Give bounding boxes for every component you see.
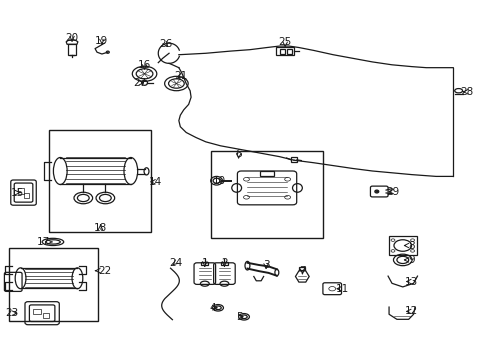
Text: 29: 29 [386, 186, 400, 197]
Text: 20: 20 [66, 33, 78, 43]
Bar [260, 171, 274, 176]
Bar [211, 151, 323, 238]
Text: 9: 9 [404, 255, 415, 265]
Bar [280, 49, 285, 54]
Text: 17: 17 [36, 237, 52, 247]
Text: 14: 14 [149, 177, 163, 187]
Text: 13: 13 [405, 276, 418, 287]
Text: 11: 11 [335, 284, 349, 294]
Text: 26: 26 [159, 39, 172, 49]
Bar [291, 157, 297, 162]
Text: 27: 27 [133, 78, 147, 88]
Text: 2: 2 [221, 258, 228, 268]
Text: 22: 22 [96, 266, 112, 276]
Bar [68, 44, 76, 55]
Text: 1: 1 [201, 258, 208, 268]
Bar [276, 47, 294, 55]
Bar [49, 130, 151, 232]
Bar [33, 309, 41, 314]
Bar [43, 313, 49, 318]
Text: 19: 19 [95, 36, 109, 46]
Bar [201, 262, 208, 265]
Bar [299, 267, 305, 270]
Bar [24, 193, 29, 198]
Text: 5: 5 [236, 312, 243, 322]
Bar [287, 49, 292, 54]
Text: 8: 8 [404, 240, 415, 251]
Text: 4: 4 [210, 303, 217, 313]
Bar [9, 248, 98, 321]
Text: 24: 24 [169, 258, 182, 268]
Text: 7: 7 [299, 266, 306, 276]
Text: 3: 3 [263, 260, 270, 270]
Text: 21: 21 [174, 71, 188, 81]
Text: 16: 16 [138, 60, 151, 70]
Text: 10: 10 [213, 176, 225, 186]
Text: 15: 15 [10, 188, 24, 198]
Text: 25: 25 [278, 37, 292, 48]
Text: 12: 12 [405, 306, 418, 316]
Bar [389, 236, 417, 255]
Text: 23: 23 [5, 308, 19, 318]
Text: 18: 18 [94, 222, 107, 233]
Bar [18, 188, 24, 194]
Text: 28: 28 [460, 87, 473, 97]
Bar [221, 262, 228, 265]
Text: 6: 6 [235, 149, 242, 159]
